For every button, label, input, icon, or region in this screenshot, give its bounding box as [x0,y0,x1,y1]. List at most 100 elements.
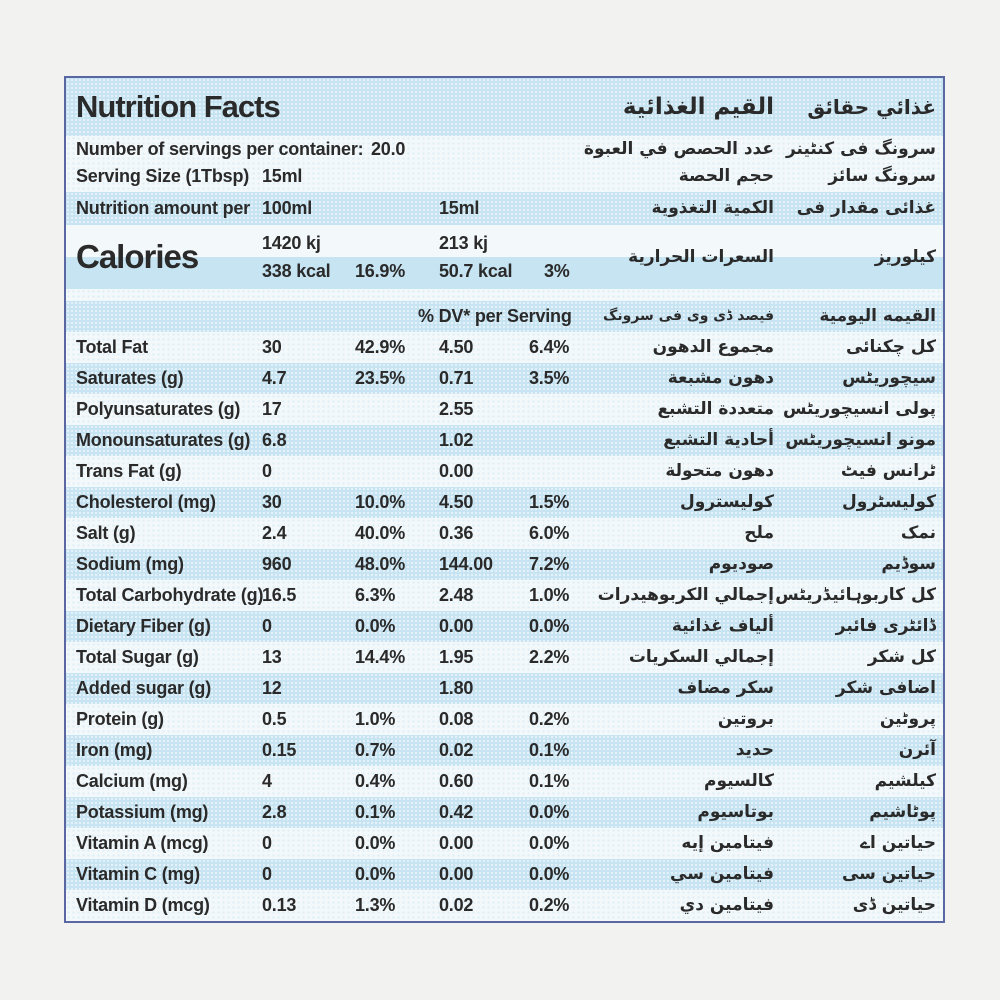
calories-row: Calories 1420 kj 338 kcal 16.9% 213 kj 5… [66,225,943,289]
calories-kcal-100ml: 338 kcal [262,261,331,281]
value-per-15ml: 0.00 [439,833,474,853]
calories-arabic: السعرات الحرارية [628,247,774,267]
serving-size-row: Serving Size (1Tbsp) 15ml حجم الحصة سرون… [66,163,943,190]
value-per-15ml: 0.02 [439,895,474,915]
spacer-row [66,289,943,301]
value-per-100ml: 0.13 [262,895,297,915]
value-per-15ml: 0.00 [439,864,474,884]
nutrient-name-urdu: پولی انسیچوریٹس [782,399,936,419]
calories-label: Calories [76,238,199,275]
nutrient-name: Vitamin A (mcg) [76,833,209,853]
nutrient-name-arabic: مجموع الدهون [652,337,774,357]
nutrient-name: Saturates (g) [76,368,184,388]
nutrient-name: Potassium (mg) [76,802,209,822]
value-per-100ml: 0 [262,833,272,853]
pct-dv-per-15ml: 0.1% [529,771,570,791]
table-row: Protein (g) 0.5 1.0% 0.08 0.2% بروتين پر… [66,704,943,735]
value-per-15ml: 1.02 [439,430,474,450]
amount-per-label: Nutrition amount per [76,198,250,218]
pct-dv-per-15ml: 1.0% [529,585,570,605]
pct-dv-per-100ml: 40.0% [355,523,406,543]
value-per-15ml: 2.55 [439,399,474,419]
pct-dv-per-100ml: 42.9% [355,337,406,357]
value-per-100ml: 17 [262,399,282,419]
nutrient-name-arabic: فيتامين إيه [681,833,774,853]
nutrient-name-urdu: پروٹین [879,709,936,729]
pct-dv-per-100ml: 0.7% [355,740,396,760]
nutrient-name-urdu: مونو انسیچوریٹس [785,430,936,450]
amount-per-arabic: الكمية التغذوية [651,198,775,218]
value-per-15ml: 0.00 [439,616,474,636]
servings-count-label: Number of servings per container: [76,139,364,159]
nutrient-name: Iron (mg) [76,740,153,760]
nutrient-name-urdu: حیاتین ڈی [852,895,936,915]
nutrient-name-arabic: فيتامين سي [670,864,774,884]
value-per-100ml: 0 [262,864,272,884]
nutrient-name-urdu: کل چکنائی [845,337,936,357]
nutrient-name: Total Fat [76,337,148,357]
value-per-100ml: 16.5 [262,585,297,605]
value-per-100ml: 4 [262,771,272,791]
amount-per-urdu: غذائی مقدار فی [796,198,936,218]
pct-dv-per-100ml: 0.0% [355,616,396,636]
pct-dv-per-15ml: 0.0% [529,864,570,884]
table-row: Potassium (mg) 2.8 0.1% 0.42 0.0% بوتاسي… [66,797,943,828]
table-row: Total Sugar (g) 13 14.4% 1.95 2.2% إجمال… [66,642,943,673]
calories-kj-100ml: 1420 kj [262,233,321,253]
calories-urdu: کیلوریز [874,247,936,267]
value-per-100ml: 30 [262,337,282,357]
pct-dv-per-15ml: 3.5% [529,368,570,388]
nutrient-name-arabic: صوديوم [708,554,774,574]
value-per-15ml: 0.71 [439,368,474,388]
value-per-15ml: 0.08 [439,709,474,729]
value-per-100ml: 960 [262,554,292,574]
nutrient-name-urdu: نمک [900,523,936,543]
column-header-100ml: 100ml [262,198,313,218]
daily-value-header-english: % DV* per Serving [418,306,572,326]
amount-per-row: Nutrition amount per 100ml 15ml الكمية ا… [66,192,943,225]
nutrient-name-arabic: سكر مضاف [677,678,774,698]
nutrient-name-urdu: سیچوریٹس [842,368,936,388]
nutrient-name-arabic: دهون متحولة [665,461,774,481]
table-row: Polyunsaturates (g) 17 2.55 متعددة التشب… [66,394,943,425]
table-row: Sodium (mg) 960 48.0% 144.00 7.2% صوديوم… [66,549,943,580]
value-per-15ml: 0.36 [439,523,474,543]
nutrient-name-urdu: ڈائٹری فائبر [835,616,936,636]
value-per-100ml: 0 [262,616,272,636]
table-row: Calcium (mg) 4 0.4% 0.60 0.1% كالسيوم کی… [66,766,943,797]
nutrient-name-urdu: ٹرانس فیٹ [840,461,936,481]
table-row: Trans Fat (g) 0 0.00 دهون متحولة ٹرانس ف… [66,456,943,487]
nutrient-name-urdu: سوڈیم [881,554,936,574]
nutrient-name: Vitamin C (mg) [76,864,200,884]
value-per-100ml: 0.15 [262,740,297,760]
nutrient-name-arabic: كالسيوم [703,771,774,791]
nutrient-name: Calcium (mg) [76,771,188,791]
nutrient-name-arabic: حديد [735,740,774,760]
nutrient-name: Added sugar (g) [76,678,211,698]
pct-dv-per-100ml: 0.1% [355,802,396,822]
servings-count-row: Number of servings per container: 20.0 ع… [66,136,943,163]
value-per-100ml: 0.5 [262,709,287,729]
nutrient-name-arabic: دهون مشبعة [667,368,774,388]
value-per-100ml: 4.7 [262,368,287,388]
servings-count-urdu: سرونگ فی کنٹینر [785,139,936,159]
pct-dv-per-100ml: 0.0% [355,864,396,884]
nutrient-name: Protein (g) [76,709,164,729]
nutrient-name-arabic: إجمالي الكربوهيدرات [597,585,774,605]
nutrient-name: Trans Fat (g) [76,461,182,481]
value-per-100ml: 0 [262,461,272,481]
daily-value-header-urdu: فیصد ڈی وی فی سرونگ [603,308,774,324]
pct-dv-per-100ml: 1.0% [355,709,396,729]
nutrient-name-arabic: بوتاسيوم [697,802,774,822]
nutrient-name: Total Carbohydrate (g) [76,585,264,605]
nutrient-name-urdu: کیلشیم [874,771,936,791]
nutrient-name-urdu: آئرن [898,740,936,760]
pct-dv-per-100ml: 0.0% [355,833,396,853]
table-row: Vitamin D (mcg) 0.13 1.3% 0.02 0.2% فيتا… [66,890,943,921]
nutrient-name-arabic: ألياف غذائية [671,616,774,636]
table-row: Dietary Fiber (g) 0 0.0% 0.00 0.0% ألياف… [66,611,943,642]
table-row: Monounsaturates (g) 6.8 1.02 أحادية التش… [66,425,943,456]
title-arabic: القيم الغذائية [622,94,774,120]
nutrient-name-arabic: إجمالي السكريات [628,647,774,667]
value-per-15ml: 0.02 [439,740,474,760]
